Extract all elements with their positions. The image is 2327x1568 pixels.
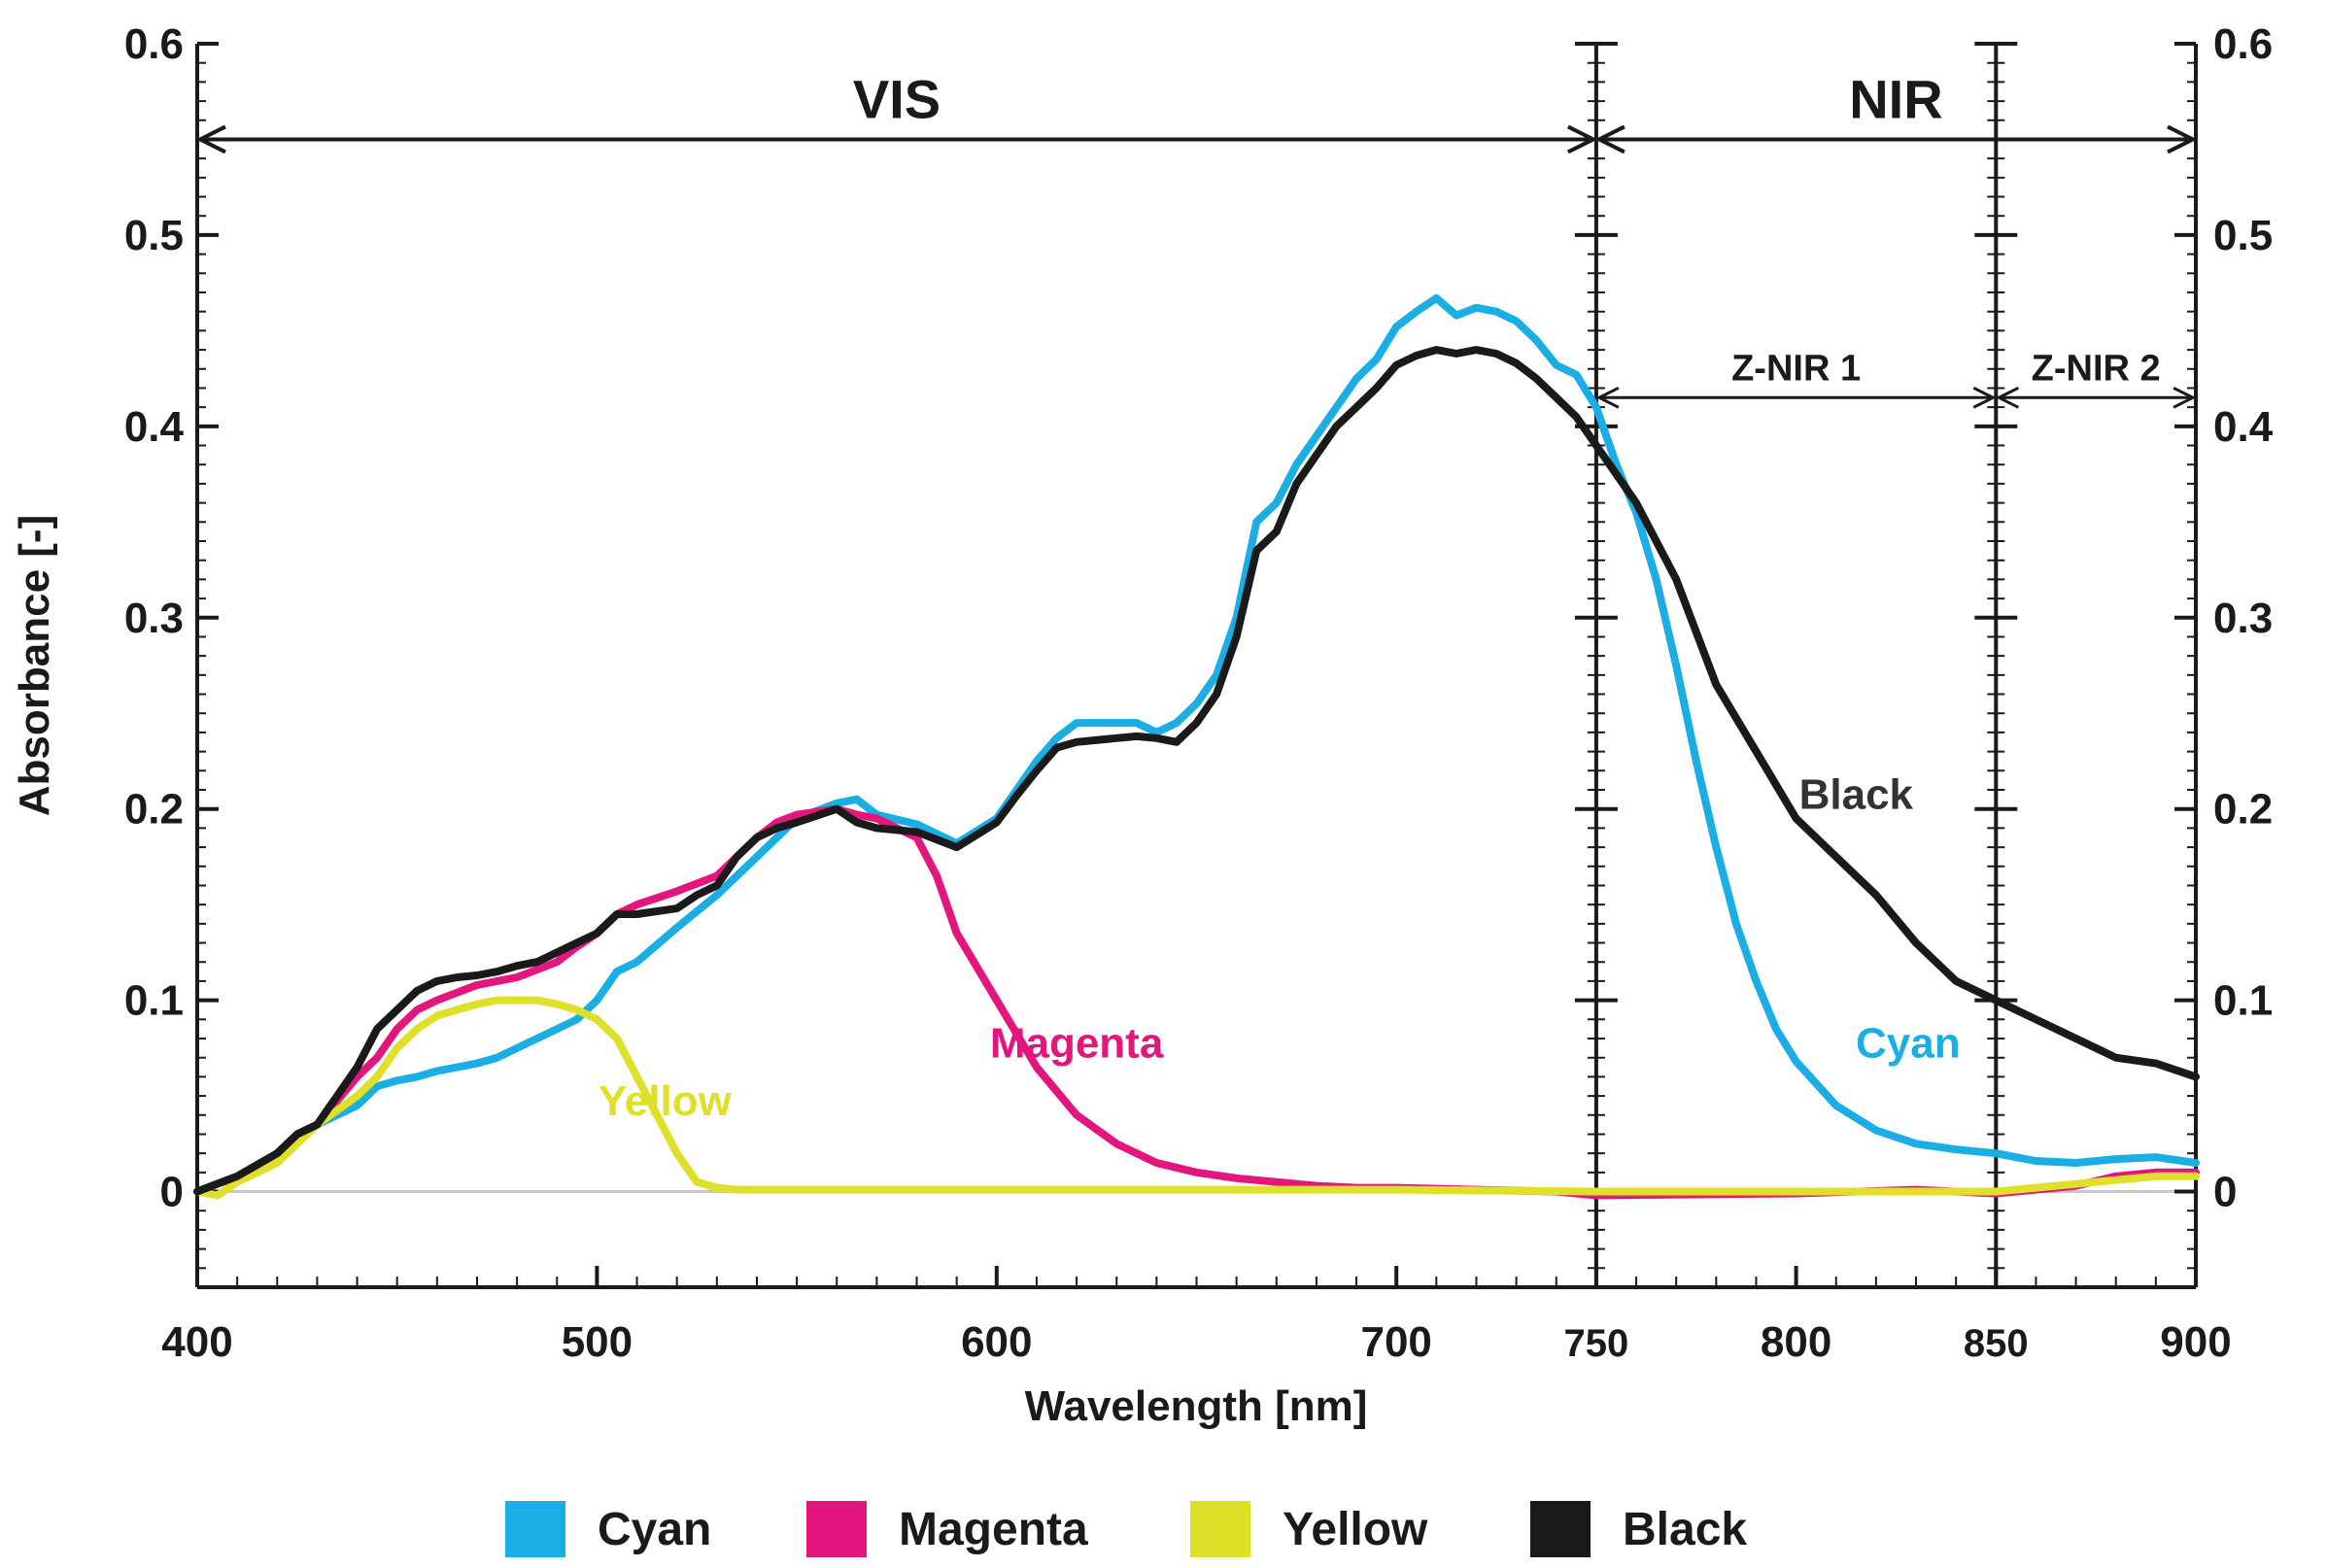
region-label-z-nir-1: Z-NIR 1 [1731,348,1861,389]
region-arrowhead-right [2167,124,2198,154]
ticks: 0 0 0.1 0.1 0.2 0.2 0.3 0.3 0.4 0.4 0.5 0.5 0.6 0.6 40… [124,20,2274,1366]
y-tick-label-right: 0.3 [2213,595,2273,642]
region-label-vis: VIS [853,68,941,129]
x-tick-label: 750 [1564,1322,1629,1365]
y-tick-label-left: 0.5 [124,212,184,259]
legend-label-yellow: Yellow [1283,1504,1428,1555]
y-tick-label-left: 0 [160,1169,184,1216]
y-tick-label-right: 0.4 [2213,403,2274,451]
y-tick-label-right: 0 [2213,1169,2237,1216]
region-label-nir: NIR [1849,68,1942,129]
region-arrowhead-left [1995,386,2019,409]
regions: VIS NIR Z-NIR 1 Z-NIR 2 [195,44,2198,1287]
y-axis-label: Absorbance [-] [11,515,58,816]
x-axis-label: Wavelength [nm] [1025,1382,1368,1430]
y-tick-label-right: 0.2 [2213,786,2273,834]
y-tick-label-left: 0.4 [124,403,185,451]
y-tick-label-left: 0.3 [124,595,184,642]
x-tick-label: 800 [1761,1318,1831,1366]
region-label-z-nir-2: Z-NIR 2 [2032,348,2161,389]
region-arrowhead-left [1595,386,1620,409]
y-tick-label-right: 0.1 [2213,977,2273,1025]
y-tick-label-left: 0.1 [124,977,184,1025]
x-tick-label: 500 [562,1318,633,1366]
series-line-black [193,346,2200,1196]
y-tick-label-left: 0.2 [124,786,184,834]
region-arrowhead-right [1567,124,1598,154]
legend: Cyan Magenta Yellow Black [505,1501,1747,1557]
y-tick-label-right: 0.5 [2213,212,2273,259]
annotation-cyan: Cyan [1856,1020,1961,1068]
region-arrowhead-right [2173,386,2197,409]
annotation-magenta: Magenta [990,1020,1164,1068]
region-arrowhead-left [1594,124,1625,154]
x-tick-label: 700 [1360,1318,1431,1366]
y-tick-label-left: 0.6 [124,20,184,68]
legend-label-magenta: Magenta [899,1504,1088,1555]
y-tick-label-right: 0.6 [2213,20,2273,68]
legend-swatch-cyan [505,1501,565,1557]
x-tick-label: 900 [2160,1318,2231,1366]
legend-swatch-yellow [1190,1501,1250,1557]
x-tick-label: 600 [961,1318,1032,1366]
series-line-cyan [193,293,2200,1196]
region-arrowhead-left [195,124,226,154]
legend-swatch-black [1530,1501,1591,1557]
annotation-yellow: Yellow [599,1077,733,1125]
labels: Wavelength [nm] Absorbance [-] [11,515,1367,1430]
x-tick-label: 850 [1964,1322,2029,1365]
legend-label-cyan: Cyan [598,1504,711,1555]
region-arrowhead-right [1972,386,1997,409]
series-line-yellow [193,996,2200,1200]
annotation-black: Black [1799,771,1914,819]
series [193,293,2200,1200]
legend-label-black: Black [1623,1504,1747,1555]
annotations: Yellow Magenta Black Cyan [599,771,1961,1125]
legend-swatch-magenta [806,1501,867,1557]
x-tick-label: 400 [161,1318,232,1366]
axes [195,44,2198,1289]
